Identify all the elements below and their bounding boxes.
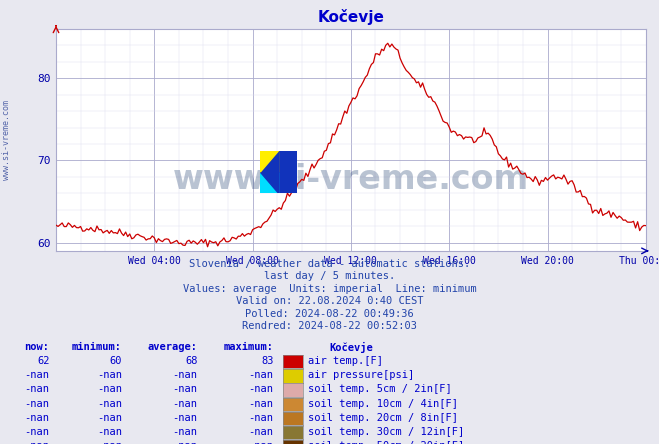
- Text: www.si-vreme.com: www.si-vreme.com: [173, 163, 529, 196]
- Bar: [260, 172, 279, 193]
- Text: -nan: -nan: [97, 427, 122, 437]
- Text: -nan: -nan: [97, 413, 122, 423]
- Text: -nan: -nan: [24, 413, 49, 423]
- Polygon shape: [260, 151, 279, 172]
- Text: 83: 83: [261, 356, 273, 366]
- Text: -nan: -nan: [173, 441, 198, 444]
- Text: -nan: -nan: [24, 427, 49, 437]
- Text: Kočevje: Kočevje: [330, 342, 373, 353]
- Text: -nan: -nan: [173, 399, 198, 408]
- Text: soil temp. 20cm / 8in[F]: soil temp. 20cm / 8in[F]: [308, 413, 459, 423]
- Text: -nan: -nan: [248, 399, 273, 408]
- Text: Polled: 2024-08-22 00:49:36: Polled: 2024-08-22 00:49:36: [245, 309, 414, 319]
- Text: Rendred: 2024-08-22 00:52:03: Rendred: 2024-08-22 00:52:03: [242, 321, 417, 332]
- Text: 68: 68: [185, 356, 198, 366]
- Text: maximum:: maximum:: [223, 342, 273, 352]
- Bar: [260, 151, 279, 172]
- Text: Values: average  Units: imperial  Line: minimum: Values: average Units: imperial Line: mi…: [183, 284, 476, 294]
- Text: air pressure[psi]: air pressure[psi]: [308, 370, 415, 380]
- Text: -nan: -nan: [97, 385, 122, 394]
- Text: -nan: -nan: [173, 385, 198, 394]
- Text: -nan: -nan: [97, 441, 122, 444]
- Text: average:: average:: [148, 342, 198, 352]
- Text: Valid on: 22.08.2024 0:40 CEST: Valid on: 22.08.2024 0:40 CEST: [236, 297, 423, 306]
- Bar: [279, 151, 297, 193]
- Text: 60: 60: [109, 356, 122, 366]
- Title: Kočevje: Kočevje: [318, 9, 384, 25]
- Text: Slovenia / weather data - automatic stations.: Slovenia / weather data - automatic stat…: [189, 259, 470, 269]
- Text: soil temp. 5cm / 2in[F]: soil temp. 5cm / 2in[F]: [308, 385, 452, 394]
- Text: -nan: -nan: [173, 413, 198, 423]
- Polygon shape: [260, 172, 279, 193]
- Text: -nan: -nan: [97, 399, 122, 408]
- Text: -nan: -nan: [97, 370, 122, 380]
- Text: -nan: -nan: [24, 370, 49, 380]
- Text: soil temp. 10cm / 4in[F]: soil temp. 10cm / 4in[F]: [308, 399, 459, 408]
- Text: -nan: -nan: [24, 385, 49, 394]
- Polygon shape: [260, 172, 279, 193]
- Text: soil temp. 50cm / 20in[F]: soil temp. 50cm / 20in[F]: [308, 441, 465, 444]
- Text: www.si-vreme.com: www.si-vreme.com: [2, 100, 11, 180]
- Text: last day / 5 minutes.: last day / 5 minutes.: [264, 271, 395, 281]
- Text: -nan: -nan: [173, 427, 198, 437]
- Text: air temp.[F]: air temp.[F]: [308, 356, 384, 366]
- Text: -nan: -nan: [248, 441, 273, 444]
- Text: minimum:: minimum:: [72, 342, 122, 352]
- Text: soil temp. 30cm / 12in[F]: soil temp. 30cm / 12in[F]: [308, 427, 465, 437]
- Text: -nan: -nan: [173, 370, 198, 380]
- Text: -nan: -nan: [24, 441, 49, 444]
- Text: -nan: -nan: [24, 399, 49, 408]
- Text: 62: 62: [37, 356, 49, 366]
- Polygon shape: [260, 151, 279, 193]
- Text: now:: now:: [24, 342, 49, 352]
- Text: -nan: -nan: [248, 427, 273, 437]
- Text: -nan: -nan: [248, 413, 273, 423]
- Polygon shape: [260, 151, 279, 172]
- Text: -nan: -nan: [248, 370, 273, 380]
- Text: -nan: -nan: [248, 385, 273, 394]
